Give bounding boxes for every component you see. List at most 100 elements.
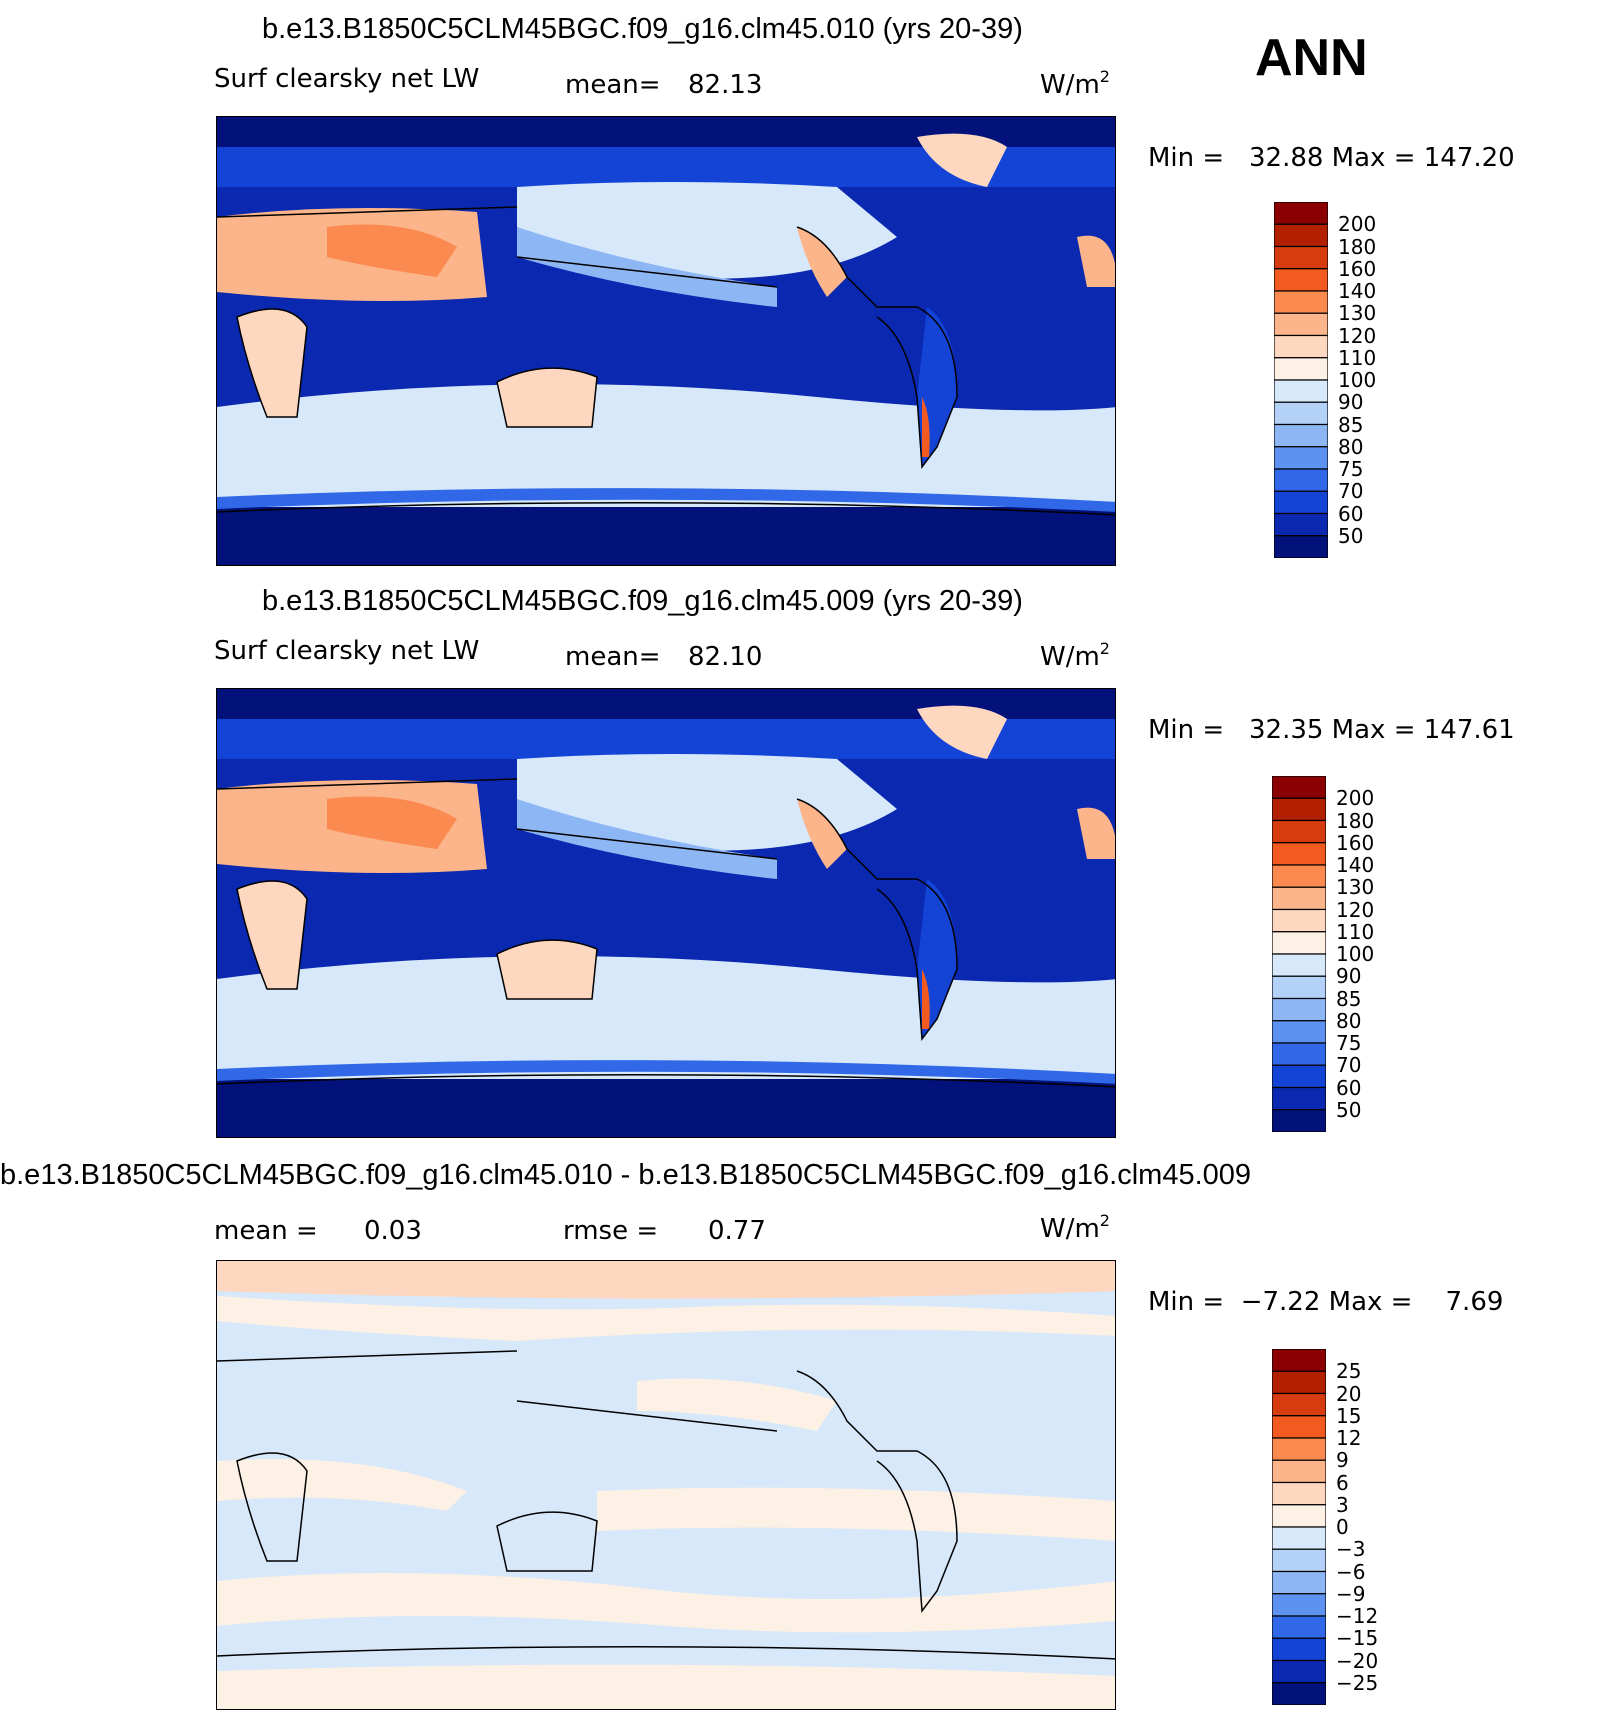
panel-3-units: W/m2 bbox=[1040, 1211, 1110, 1244]
panel-1-colorbar: 200 180 160 140 130 120 110 100 90 85 80 75 70 60 50 bbox=[1273, 201, 1376, 562]
colorbar-swatch bbox=[1271, 797, 1327, 822]
colorbar-swatch bbox=[1271, 908, 1327, 933]
colorbar-swatch bbox=[1271, 1615, 1327, 1639]
colorbar-tick-label: 85 bbox=[1338, 412, 1364, 437]
panel-3-rmse-value: 0.77 bbox=[708, 1216, 766, 1246]
colorbar-swatch bbox=[1273, 401, 1329, 426]
colorbar-swatch bbox=[1273, 446, 1329, 470]
colorbar-tick-label: 130 bbox=[1338, 301, 1377, 326]
colorbar-tick-label: 25 bbox=[1336, 1359, 1362, 1384]
colorbar-tick-label: 90 bbox=[1338, 390, 1364, 415]
colorbar-swatch bbox=[1273, 468, 1329, 492]
colorbar-swatch bbox=[1271, 1526, 1327, 1550]
panel-1-variable-label: Surf clearsky net LW bbox=[214, 64, 480, 94]
colorbar-tick-label: 80 bbox=[1336, 1008, 1362, 1033]
colorbar-tick-label: 15 bbox=[1336, 1403, 1362, 1428]
colorbar-tick-label: −20 bbox=[1336, 1648, 1379, 1673]
colorbar-swatch bbox=[1271, 1637, 1327, 1662]
colorbar-tick-label: 110 bbox=[1336, 919, 1375, 944]
panel-3-mean-label: mean = bbox=[214, 1216, 318, 1246]
colorbar-swatch bbox=[1271, 775, 1327, 799]
colorbar-tick-label: 160 bbox=[1338, 256, 1377, 281]
colorbar-tick-label: −6 bbox=[1336, 1559, 1366, 1584]
colorbar-tick-label: 50 bbox=[1338, 523, 1364, 548]
panel-1-title: b.e13.B1850C5CLM45BGC.f09_g16.clm45.010 … bbox=[262, 13, 1023, 45]
colorbar-tick-label: −9 bbox=[1336, 1581, 1366, 1606]
panel-2-minmax: Min = 32.35 Max = 147.61 bbox=[1148, 715, 1515, 745]
colorbar-tick-label: 200 bbox=[1336, 786, 1375, 811]
colorbar-swatch bbox=[1271, 1370, 1327, 1395]
colorbar-tick-label: 180 bbox=[1338, 234, 1377, 259]
colorbar-tick-label: 85 bbox=[1336, 986, 1362, 1011]
colorbar-tick-label: 100 bbox=[1336, 942, 1375, 966]
panel-1-colorbar-swatches bbox=[1273, 201, 1329, 559]
colorbar-swatch bbox=[1273, 268, 1329, 292]
colorbar-tick-label: 75 bbox=[1338, 457, 1364, 481]
colorbar-swatch bbox=[1273, 535, 1329, 559]
colorbar-swatch bbox=[1271, 886, 1327, 911]
colorbar-swatch bbox=[1273, 245, 1329, 270]
colorbar-tick-label: −15 bbox=[1336, 1626, 1379, 1651]
panel-2-colorbar-swatches bbox=[1271, 775, 1327, 1133]
colorbar-tick-label: 140 bbox=[1336, 853, 1375, 877]
colorbar-swatch bbox=[1273, 379, 1329, 403]
colorbar-swatch bbox=[1271, 1682, 1327, 1706]
colorbar-swatch bbox=[1271, 864, 1327, 888]
colorbar-tick-label: 110 bbox=[1338, 345, 1377, 370]
colorbar-swatch bbox=[1271, 1593, 1327, 1617]
colorbar-swatch bbox=[1271, 842, 1327, 866]
panel-2-variable-label: Surf clearsky net LW bbox=[214, 636, 480, 666]
colorbar-swatch bbox=[1273, 357, 1329, 381]
colorbar-tick-label: 70 bbox=[1336, 1053, 1362, 1078]
panel-3-mean-value: 0.03 bbox=[364, 1216, 422, 1246]
colorbar-swatch bbox=[1271, 953, 1327, 977]
colorbar-tick-label: 75 bbox=[1336, 1031, 1362, 1055]
panel-2-map bbox=[216, 688, 1116, 1138]
colorbar-tick-label: 160 bbox=[1336, 830, 1375, 855]
panel-1-map bbox=[216, 116, 1116, 566]
colorbar-tick-label: 130 bbox=[1336, 875, 1375, 900]
colorbar-swatch bbox=[1271, 1481, 1327, 1506]
colorbar-swatch bbox=[1271, 1415, 1327, 1439]
colorbar-swatch bbox=[1273, 512, 1329, 537]
colorbar-swatch bbox=[1271, 1064, 1327, 1089]
colorbar-swatch bbox=[1271, 1459, 1327, 1484]
colorbar-swatch bbox=[1273, 334, 1329, 359]
colorbar-tick-label: 60 bbox=[1338, 501, 1364, 526]
colorbar-swatch bbox=[1271, 997, 1327, 1022]
colorbar-tick-label: 120 bbox=[1336, 897, 1375, 922]
colorbar-swatch bbox=[1273, 201, 1329, 225]
panel-2-title: b.e13.B1850C5CLM45BGC.f09_g16.clm45.009 … bbox=[262, 585, 1023, 617]
panel-3-colorbar-swatches bbox=[1271, 1348, 1327, 1706]
colorbar-swatch bbox=[1273, 290, 1329, 314]
colorbar-swatch bbox=[1271, 1437, 1327, 1461]
colorbar-tick-label: 180 bbox=[1336, 808, 1375, 833]
panel-3-colorbar: 25 20 15 12 9 6 3 0 −3 −6 −9 −12 −15 −20 −25 bbox=[1271, 1348, 1378, 1709]
season-label: ANN bbox=[1255, 29, 1368, 87]
colorbar-swatch bbox=[1273, 312, 1329, 337]
panel-2-colorbar: 200 180 160 140 130 120 110 100 90 85 80 75 70 60 50 bbox=[1271, 775, 1374, 1136]
colorbar-tick-label: 90 bbox=[1336, 964, 1362, 989]
colorbar-swatch bbox=[1271, 1348, 1327, 1372]
panel-1-minmax: Min = 32.88 Max = 147.20 bbox=[1148, 143, 1515, 173]
colorbar-tick-label: 9 bbox=[1336, 1448, 1349, 1473]
colorbar-tick-label: 80 bbox=[1338, 434, 1364, 459]
colorbar-tick-label: 3 bbox=[1336, 1492, 1349, 1517]
colorbar-tick-label: 200 bbox=[1338, 212, 1377, 237]
colorbar-swatch bbox=[1273, 423, 1329, 448]
colorbar-swatch bbox=[1271, 1392, 1327, 1417]
colorbar-swatch bbox=[1273, 223, 1329, 248]
panel-1-units: W/m2 bbox=[1040, 67, 1110, 100]
colorbar-swatch bbox=[1271, 931, 1327, 955]
colorbar-tick-label: −12 bbox=[1336, 1604, 1379, 1628]
colorbar-tick-label: 20 bbox=[1336, 1381, 1362, 1406]
colorbar-tick-label: 60 bbox=[1336, 1075, 1362, 1100]
colorbar-tick-label: 12 bbox=[1336, 1426, 1362, 1450]
colorbar-tick-label: −25 bbox=[1336, 1670, 1379, 1695]
panel-2-mean-label: mean= bbox=[565, 642, 661, 672]
colorbar-swatch bbox=[1271, 1548, 1327, 1573]
panel-1-mean-value: 82.13 bbox=[688, 70, 763, 100]
colorbar-tick-label: −3 bbox=[1336, 1537, 1366, 1562]
panel-3-minmax: Min = −7.22 Max = 7.69 bbox=[1148, 1287, 1504, 1317]
colorbar-swatch bbox=[1271, 975, 1327, 1000]
